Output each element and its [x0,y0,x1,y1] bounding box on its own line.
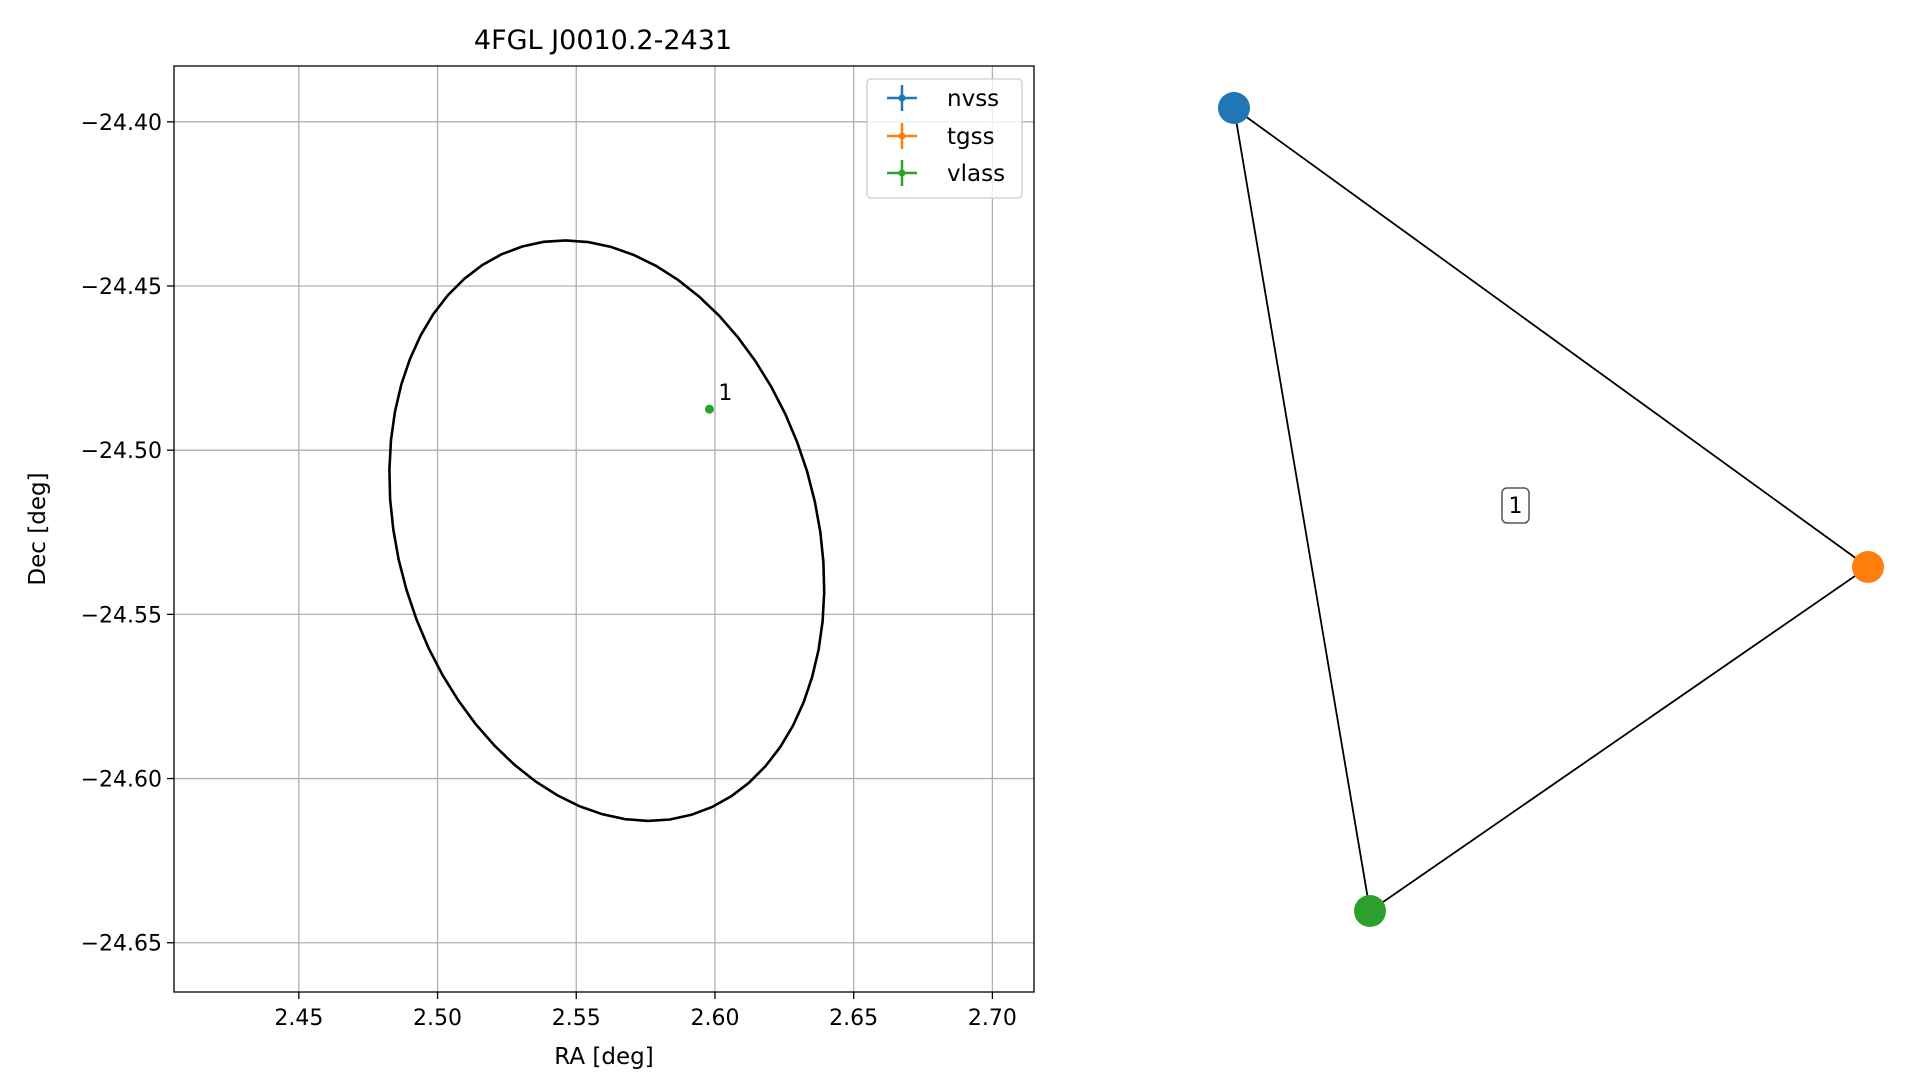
sky-plot-title: 4FGL J0010.2-2431 [474,25,732,56]
edge-vlass-nvss [1233,107,1371,912]
region-label-box: 1 [1501,487,1530,524]
legend: nvss tgss vlass [866,78,1023,199]
y-tick-label: −24.60 [81,768,162,793]
legend-box [866,78,1023,199]
y-axis-label: Dec [deg] [25,472,51,585]
legend-entry-vlass: vlass [887,160,1005,187]
point-label-vlass: 1 [718,381,732,406]
region-label-frame [1501,487,1530,524]
legend-dot-nvss [898,94,906,102]
x-tick-label: 2.65 [829,1006,878,1031]
x-tick-label: 2.50 [413,1006,462,1031]
node-nvss [1218,92,1250,124]
legend-label-nvss: nvss [947,86,999,112]
x-tick-label: 2.45 [274,1006,323,1031]
node-tgss [1852,551,1884,583]
legend-label-vlass: vlass [947,161,1005,187]
plot-frame [173,65,1035,993]
legend-dot-tgss [898,132,906,140]
y-axis-ticks: −24.40 −24.45 −24.50 −24.55 −24.60 −24.65 [81,111,174,957]
x-tick-label: 2.60 [690,1006,739,1031]
node-vlass [1354,895,1386,927]
legend-entry-tgss: tgss [887,123,995,150]
point-vlass [704,404,714,414]
grid-lines [174,66,1034,992]
network-graph: 1 [1218,92,1884,927]
sky-plot: 4FGL J0010.2-2431 2.45 2.50 2.55 2.60 2.65 2.… [25,25,1035,1070]
y-tick-label: −24.45 [81,275,162,300]
edge-tgss-vlass [1369,566,1869,912]
x-tick-label: 2.55 [552,1006,601,1031]
y-tick-label: −24.50 [81,439,162,464]
y-tick-label: −24.55 [81,603,162,628]
y-tick-label: −24.65 [81,932,162,957]
source-points: 1 [704,381,732,414]
legend-label-tgss: tgss [947,124,995,150]
x-tick-label: 2.70 [968,1006,1017,1031]
legend-dot-vlass [898,169,906,177]
legend-entry-nvss: nvss [887,85,999,112]
error-ellipse [388,239,826,823]
x-axis-label: RA [deg] [554,1044,653,1070]
region-label-text: 1 [1509,494,1523,519]
x-axis-ticks: 2.45 2.50 2.55 2.60 2.65 2.70 [274,992,1017,1031]
edge-nvss-tgss [1233,107,1869,568]
y-tick-label: −24.40 [81,111,162,136]
